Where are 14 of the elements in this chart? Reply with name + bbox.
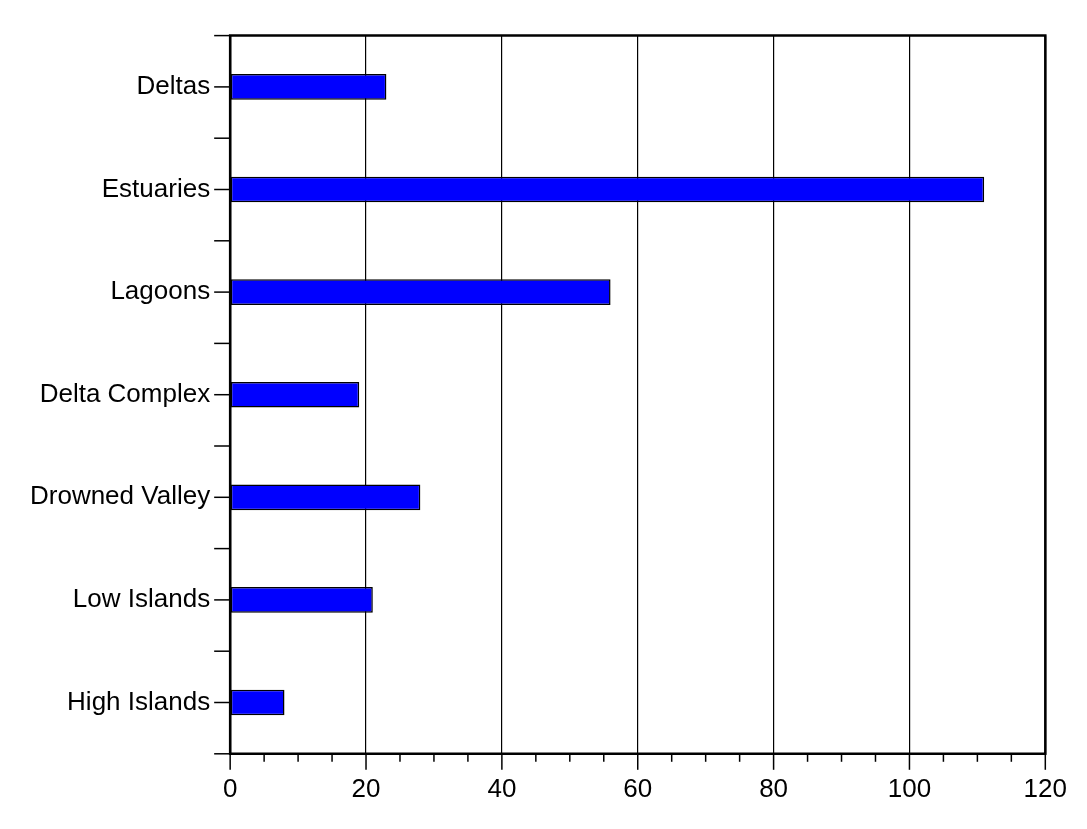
y-tick-label: Drowned Valley	[29, 480, 211, 511]
y-tick-label: Delta Complex	[39, 377, 211, 408]
y-tick-label: High Islands	[67, 685, 211, 716]
y-tick-label: Low Islands	[72, 583, 211, 614]
x-tick-label: 0	[222, 772, 238, 803]
y-tick-label: Deltas	[136, 70, 211, 101]
x-tick-label: 80	[759, 772, 789, 803]
y-tick-label: Lagoons	[110, 275, 211, 306]
x-tick-label: 60	[623, 772, 653, 803]
x-tick-label: 120	[1023, 772, 1068, 803]
x-tick-label: 40	[487, 772, 517, 803]
x-tick-label: 100	[887, 772, 932, 803]
x-tick-label: 20	[351, 772, 381, 803]
y-tick-label: Estuaries	[101, 172, 211, 203]
